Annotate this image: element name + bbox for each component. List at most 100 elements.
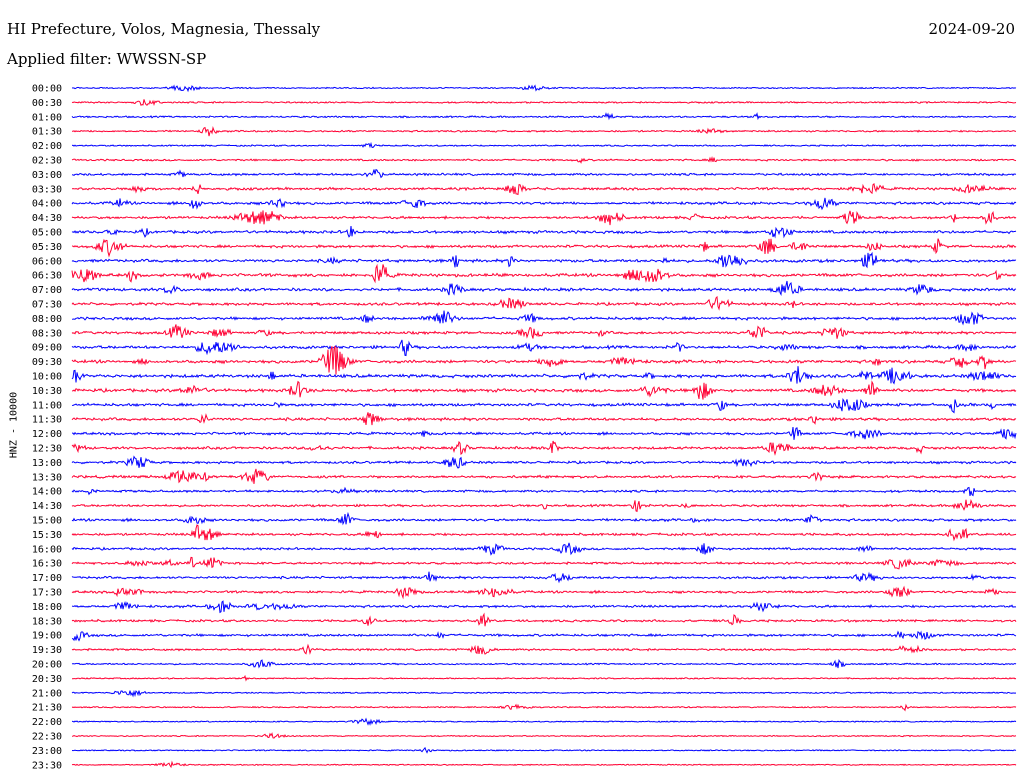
trace-0630 — [71, 263, 1017, 284]
time-tick-label: 08:30 — [32, 328, 62, 339]
time-tick-label: 13:30 — [32, 472, 62, 483]
trace-0930 — [71, 345, 1017, 375]
trace-1500 — [71, 511, 1017, 526]
trace-2200 — [71, 717, 1017, 726]
trace-0100 — [71, 112, 1017, 121]
time-tick-label: 22:00 — [32, 717, 62, 728]
trace-0230 — [71, 155, 1017, 164]
trace-0830 — [71, 324, 1017, 339]
time-tick-label: 01:30 — [32, 127, 62, 138]
time-tick-label: 15:00 — [32, 516, 62, 527]
time-tick-label: 09:00 — [32, 343, 62, 354]
trace-1130 — [71, 412, 1017, 426]
time-tick-label: 10:30 — [32, 386, 62, 397]
trace-1600 — [71, 542, 1017, 556]
time-tick-label: 00:00 — [32, 84, 62, 95]
time-tick-label: 19:30 — [32, 645, 62, 656]
trace-1530 — [71, 524, 1017, 542]
time-tick-label: 23:00 — [32, 746, 62, 757]
trace-0330 — [71, 183, 1017, 196]
time-tick-label: 12:30 — [32, 444, 62, 455]
time-tick-label: 07:00 — [32, 285, 62, 296]
time-tick-label: 07:30 — [32, 300, 62, 311]
trace-2000 — [71, 658, 1017, 669]
time-tick-label: 09:30 — [32, 357, 62, 368]
trace-2230 — [71, 732, 1017, 739]
time-tick-label: 15:30 — [32, 530, 62, 541]
time-tick-label: 01:00 — [32, 112, 62, 123]
time-tick-label: 04:00 — [32, 199, 62, 210]
time-tick-label: 11:00 — [32, 400, 62, 411]
time-tick-label: 05:30 — [32, 242, 62, 253]
time-tick-label: 19:00 — [32, 631, 62, 642]
time-tick-label: 00:30 — [32, 98, 62, 109]
trace-0800 — [71, 310, 1017, 326]
time-tick-label: 17:00 — [32, 573, 62, 584]
time-tick-label: 02:30 — [32, 156, 62, 167]
station-title: HI Prefecture, Volos, Magnesia, Thessaly — [7, 20, 321, 38]
trace-2330 — [71, 760, 1017, 769]
time-tick-label: 05:00 — [32, 228, 62, 239]
trace-2100 — [71, 689, 1017, 698]
time-tick-label: 08:00 — [32, 314, 62, 325]
trace-0530 — [71, 238, 1017, 258]
trace-2300 — [71, 746, 1017, 754]
filter-label: Applied filter: WWSSN-SP — [7, 50, 207, 68]
time-tick-label: 18:30 — [32, 616, 62, 627]
time-tick-label: 11:30 — [32, 415, 62, 426]
time-tick-label: 12:00 — [32, 429, 62, 440]
time-tick-label: 21:30 — [32, 703, 62, 714]
time-tick-label: 22:30 — [32, 732, 62, 743]
trace-0030 — [71, 99, 1017, 106]
trace-1430 — [71, 498, 1017, 513]
record-date: 2024-09-20 — [928, 20, 1015, 38]
time-tick-label: 18:00 — [32, 602, 62, 613]
time-tick-label: 10:00 — [32, 372, 62, 383]
time-tick-label: 03:30 — [32, 184, 62, 195]
trace-2130 — [71, 703, 1017, 712]
time-tick-label: 16:00 — [32, 544, 62, 555]
time-tick-label: 06:00 — [32, 256, 62, 267]
time-tick-label: 14:30 — [32, 501, 62, 512]
time-tick-label: 17:30 — [32, 588, 62, 599]
trace-0000 — [71, 84, 1017, 93]
trace-1000 — [71, 366, 1017, 385]
trace-1900 — [71, 630, 1017, 642]
trace-1400 — [71, 486, 1017, 497]
trace-0900 — [71, 339, 1017, 357]
time-tick-label: 21:00 — [32, 688, 62, 699]
trace-0430 — [71, 210, 1017, 226]
trace-0300 — [71, 168, 1017, 179]
trace-0200 — [71, 141, 1017, 149]
trace-0600 — [71, 251, 1017, 269]
trace-1800 — [71, 600, 1017, 614]
time-tick-label: 14:00 — [32, 487, 62, 498]
trace-1300 — [71, 455, 1017, 469]
time-tick-label: 02:00 — [32, 141, 62, 152]
time-tick-label: 20:00 — [32, 660, 62, 671]
trace-1700 — [71, 571, 1017, 584]
time-tick-label: 06:30 — [32, 271, 62, 282]
trace-0500 — [71, 225, 1017, 239]
trace-1200 — [71, 427, 1017, 440]
trace-0400 — [71, 197, 1017, 211]
trace-0700 — [71, 280, 1017, 296]
trace-1930 — [71, 643, 1017, 655]
trace-1100 — [71, 398, 1017, 414]
time-tick-label: 13:00 — [32, 458, 62, 469]
trace-1330 — [71, 468, 1017, 484]
trace-0730 — [71, 295, 1017, 311]
time-tick-label: 23:30 — [32, 760, 62, 771]
time-tick-label: 03:00 — [32, 170, 62, 181]
trace-2030 — [71, 674, 1017, 682]
trace-1730 — [71, 585, 1017, 600]
trace-0130 — [71, 126, 1017, 137]
trace-1830 — [71, 612, 1017, 627]
time-tick-label: 04:30 — [32, 213, 62, 224]
time-tick-label: 20:30 — [32, 674, 62, 685]
time-tick-label: 16:30 — [32, 559, 62, 570]
trace-1630 — [71, 556, 1017, 570]
trace-1030 — [71, 380, 1017, 400]
trace-1230 — [71, 440, 1017, 456]
